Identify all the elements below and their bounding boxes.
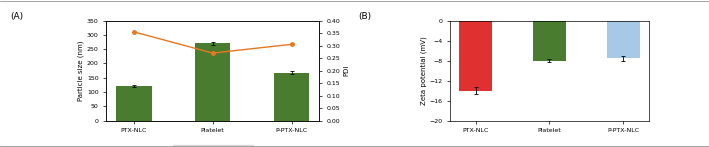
Legend: Particle size (nm), PDI: Particle size (nm), PDI (173, 145, 252, 147)
Bar (274, 73, 309, 121)
Bar (195, 43, 230, 121)
Y-axis label: Particle size (nm): Particle size (nm) (78, 40, 84, 101)
Text: (B): (B) (358, 12, 372, 21)
Bar (533, 21, 566, 61)
Bar (116, 86, 152, 121)
Y-axis label: Zeta potential (mV): Zeta potential (mV) (420, 36, 427, 105)
Text: (A): (A) (11, 12, 24, 21)
Bar (459, 21, 492, 91)
Bar (607, 21, 640, 58)
Y-axis label: PDI: PDI (343, 65, 350, 76)
